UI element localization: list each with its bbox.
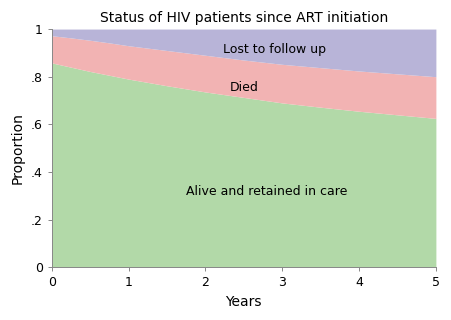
Y-axis label: Proportion: Proportion <box>11 112 25 184</box>
Text: Died: Died <box>230 81 258 94</box>
Text: Lost to follow up: Lost to follow up <box>223 43 326 56</box>
X-axis label: Years: Years <box>226 295 262 309</box>
Title: Status of HIV patients since ART initiation: Status of HIV patients since ART initiat… <box>100 11 388 25</box>
Text: Alive and retained in care: Alive and retained in care <box>186 185 348 197</box>
